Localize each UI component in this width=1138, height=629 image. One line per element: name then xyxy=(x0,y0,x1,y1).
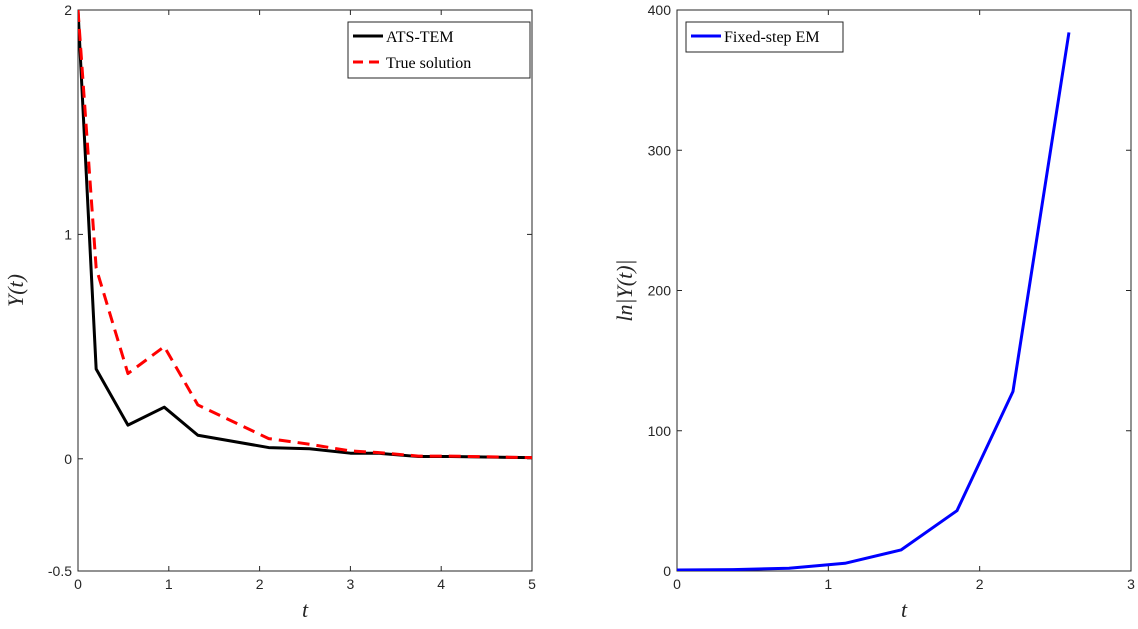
y-tick-label: 200 xyxy=(648,283,672,299)
x-tick-label: 4 xyxy=(437,576,445,592)
y-tick-label: 400 xyxy=(648,2,672,18)
x-axis-label: t xyxy=(901,597,908,622)
x-tick-label: 1 xyxy=(824,576,832,592)
x-tick-label: 3 xyxy=(347,576,355,592)
axes-box xyxy=(77,9,533,572)
y-axis-label: Y(t) xyxy=(3,274,28,307)
y-tick-label: -0.5 xyxy=(48,563,72,579)
y-tick-label: 300 xyxy=(648,142,672,158)
legend: ATS-TEM True solution xyxy=(347,21,531,79)
series-line-fixed-step-em xyxy=(677,32,1071,571)
y-tick-label: 1 xyxy=(64,226,72,242)
legend: Fixed-step EM xyxy=(685,21,844,53)
x-tick-label: 0 xyxy=(74,576,82,592)
y-axis-label: ln|Y(t)| xyxy=(612,259,637,321)
x-tick-label: 2 xyxy=(256,576,264,592)
x-tick-label: 5 xyxy=(528,576,536,592)
legend-label: ATS-TEM xyxy=(386,29,454,46)
y-tick-label: 0 xyxy=(64,451,72,467)
x-tick-label: 3 xyxy=(1127,576,1135,592)
y-tick-label: 2 xyxy=(64,2,72,18)
axes-box xyxy=(676,9,1132,572)
series-line-true-solution xyxy=(78,10,532,460)
x-tick-label: 1 xyxy=(165,576,173,592)
x-axis-label: t xyxy=(302,597,309,622)
x-tick-label: 0 xyxy=(673,576,681,592)
legend-label: Fixed-step EM xyxy=(724,29,820,46)
x-tick-label: 2 xyxy=(976,576,984,592)
y-tick-label: 100 xyxy=(648,423,672,439)
legend-box xyxy=(347,21,531,79)
series-line-ats-tem xyxy=(78,10,532,460)
y-tick-label: 0 xyxy=(663,563,671,579)
legend-label: True solution xyxy=(386,55,471,72)
right-plot-panel: 0 1 2 3 0 100 200 300 400 t ln|Y(t)| Fixed-step EM xyxy=(612,2,1135,622)
